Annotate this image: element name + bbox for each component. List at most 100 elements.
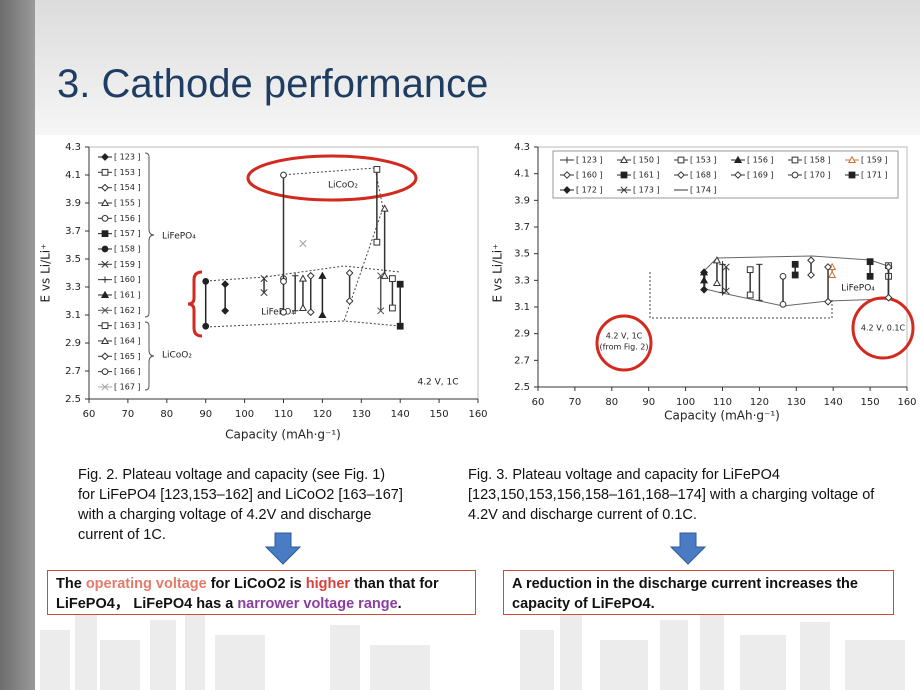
x-axis-title: Capacity (mAh·g⁻¹) xyxy=(225,428,341,442)
legend-marker xyxy=(101,245,109,253)
x-tick-label: 160 xyxy=(897,397,916,408)
marker xyxy=(791,260,799,268)
legend-label: [ 174 ] xyxy=(690,186,717,195)
legend-marker xyxy=(734,171,742,179)
legend-marker xyxy=(563,186,571,194)
legend-label: [ 165 ] xyxy=(114,352,141,361)
marker xyxy=(389,275,396,282)
legend-group-label: LiCoO₂ xyxy=(162,351,192,361)
marker xyxy=(779,300,787,308)
marker xyxy=(828,270,837,279)
legend-label: [ 123 ] xyxy=(114,153,141,162)
marker xyxy=(298,274,307,282)
marker xyxy=(722,287,730,295)
highlight-brace xyxy=(187,270,203,338)
x-tick-label: 140 xyxy=(824,397,843,408)
legend-marker xyxy=(791,171,799,179)
legend-label: [ 159 ] xyxy=(861,156,888,165)
marker xyxy=(373,238,381,246)
legend-marker xyxy=(101,214,109,222)
text: The xyxy=(56,576,86,592)
marker xyxy=(884,293,893,302)
y-tick-label: 4.3 xyxy=(65,142,81,153)
marker xyxy=(260,289,268,297)
legend-label: [ 160 ] xyxy=(114,275,141,284)
marker xyxy=(866,272,874,280)
marker xyxy=(746,266,754,274)
x-tick-label: 120 xyxy=(313,409,332,420)
annotation: 4.2 V, 1C xyxy=(417,378,458,388)
conclusion-box: A reduction in the discharge current inc… xyxy=(503,570,894,615)
marker xyxy=(700,285,708,294)
marker xyxy=(719,261,726,268)
x-tick-label: 140 xyxy=(391,409,410,420)
y-tick-label: 3.3 xyxy=(514,275,530,286)
legend-marker xyxy=(100,198,110,207)
slide-title: 3. Cathode performance xyxy=(57,62,489,106)
legend-label: [ 123 ] xyxy=(576,156,603,165)
marker xyxy=(345,297,354,305)
y-tick-label: 4.1 xyxy=(65,170,81,181)
marker xyxy=(791,271,799,279)
marker xyxy=(221,306,230,315)
marker xyxy=(202,322,210,330)
marker xyxy=(306,271,315,280)
marker xyxy=(712,278,722,287)
header-band xyxy=(0,0,920,135)
legend-label: [ 173 ] xyxy=(633,186,660,195)
marker xyxy=(722,263,730,271)
marker xyxy=(884,263,893,271)
y-tick-label: 3.9 xyxy=(65,198,81,209)
y-tick-label: 2.7 xyxy=(65,366,81,377)
legend-marker xyxy=(101,183,109,192)
annotation: (from Fig. 2) xyxy=(600,343,649,352)
y-tick-label: 3.7 xyxy=(514,222,530,233)
left-strip xyxy=(0,0,35,690)
legend-marker xyxy=(848,171,856,179)
x-tick-label: 130 xyxy=(787,397,806,408)
marker xyxy=(306,308,315,317)
x-tick-label: 130 xyxy=(352,409,371,420)
x-tick-label: 60 xyxy=(83,409,96,420)
marker xyxy=(380,204,389,212)
x-tick-label: 80 xyxy=(605,397,618,408)
annotation: LiCoO₂ xyxy=(328,181,358,191)
legend-marker xyxy=(677,156,685,164)
marker xyxy=(779,272,787,280)
x-tick-label: 120 xyxy=(750,397,769,408)
legend-marker xyxy=(101,306,109,314)
x-tick-label: 150 xyxy=(861,397,880,408)
legend-label: [ 164 ] xyxy=(114,336,141,345)
highlight-text: narrower voltage range xyxy=(237,596,398,612)
legend-marker xyxy=(101,383,109,391)
legend-marker xyxy=(101,153,109,161)
marker xyxy=(345,269,354,277)
legend-label: [ 154 ] xyxy=(114,183,141,192)
marker xyxy=(318,310,327,319)
legend-marker xyxy=(847,155,857,164)
marker xyxy=(807,271,815,279)
conclusion-box: The operating voltage for LiCoO2 is high… xyxy=(47,570,476,615)
legend-marker xyxy=(101,168,109,176)
legend-label: [ 160 ] xyxy=(576,171,603,180)
legend-label: [ 153 ] xyxy=(114,168,141,177)
marker xyxy=(291,272,299,279)
legend-label: [ 158 ] xyxy=(114,244,141,253)
marker xyxy=(389,304,396,312)
annotation: LiFePO₄ xyxy=(261,308,295,318)
down-arrow xyxy=(669,532,707,565)
legend-label: [ 161 ] xyxy=(114,290,141,299)
marker xyxy=(280,171,287,179)
legend-marker xyxy=(563,171,571,179)
x-tick-label: 110 xyxy=(274,409,293,420)
marker xyxy=(824,263,832,271)
marker xyxy=(280,308,287,316)
x-tick-label: 70 xyxy=(569,397,582,408)
legend-label: [ 150 ] xyxy=(633,156,660,165)
x-tick-label: 110 xyxy=(713,397,732,408)
legend-marker xyxy=(101,352,109,361)
legend-label: [ 159 ] xyxy=(114,260,141,269)
legend-brace xyxy=(144,152,155,391)
text: . xyxy=(397,596,402,612)
